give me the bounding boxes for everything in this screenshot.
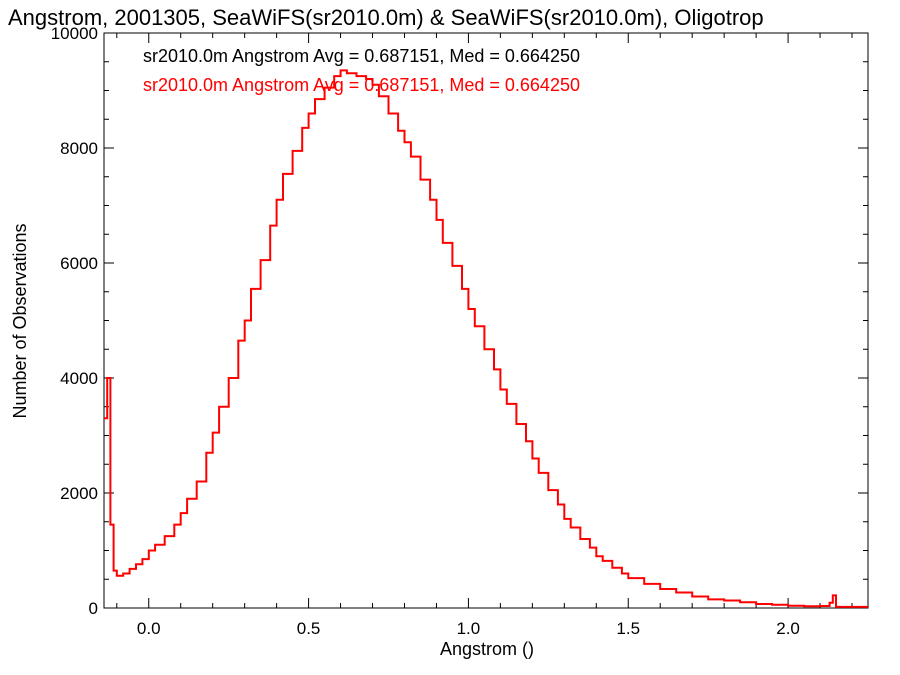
chart-title: Angstrom, 2001305, SeaWiFS(sr2010.0m) & …	[8, 5, 764, 30]
plot-area: 0.0 0.5 1.0 1.5 2.0 0 2000 4000 6000 8000 10000	[51, 24, 869, 638]
x-tick-label: 0.0	[137, 619, 161, 638]
x-tick-label: 1.0	[457, 619, 481, 638]
plot-frame	[103, 32, 869, 609]
y-tick-label: 10000	[51, 24, 98, 43]
y-tick-label: 6000	[60, 254, 98, 273]
y-tick-label: 8000	[60, 139, 98, 158]
histogram-series-line	[104, 69, 868, 608]
annotation-black: sr2010.0m Angstrom Avg = 0.687151, Med =…	[143, 46, 580, 66]
y-tick-label: 2000	[60, 484, 98, 503]
y-tick-label: 4000	[60, 369, 98, 388]
x-tick-label: 0.5	[297, 619, 321, 638]
x-tick-label: 2.0	[776, 619, 800, 638]
annotation-red: sr2010.0m Angstrom Avg = 0.687151, Med =…	[143, 75, 580, 95]
x-tick-label: 1.5	[616, 619, 640, 638]
x-axis-label: Angstrom ()	[440, 639, 534, 659]
y-axis-label: Number of Observations	[10, 223, 30, 418]
y-tick-label: 0	[89, 599, 98, 618]
